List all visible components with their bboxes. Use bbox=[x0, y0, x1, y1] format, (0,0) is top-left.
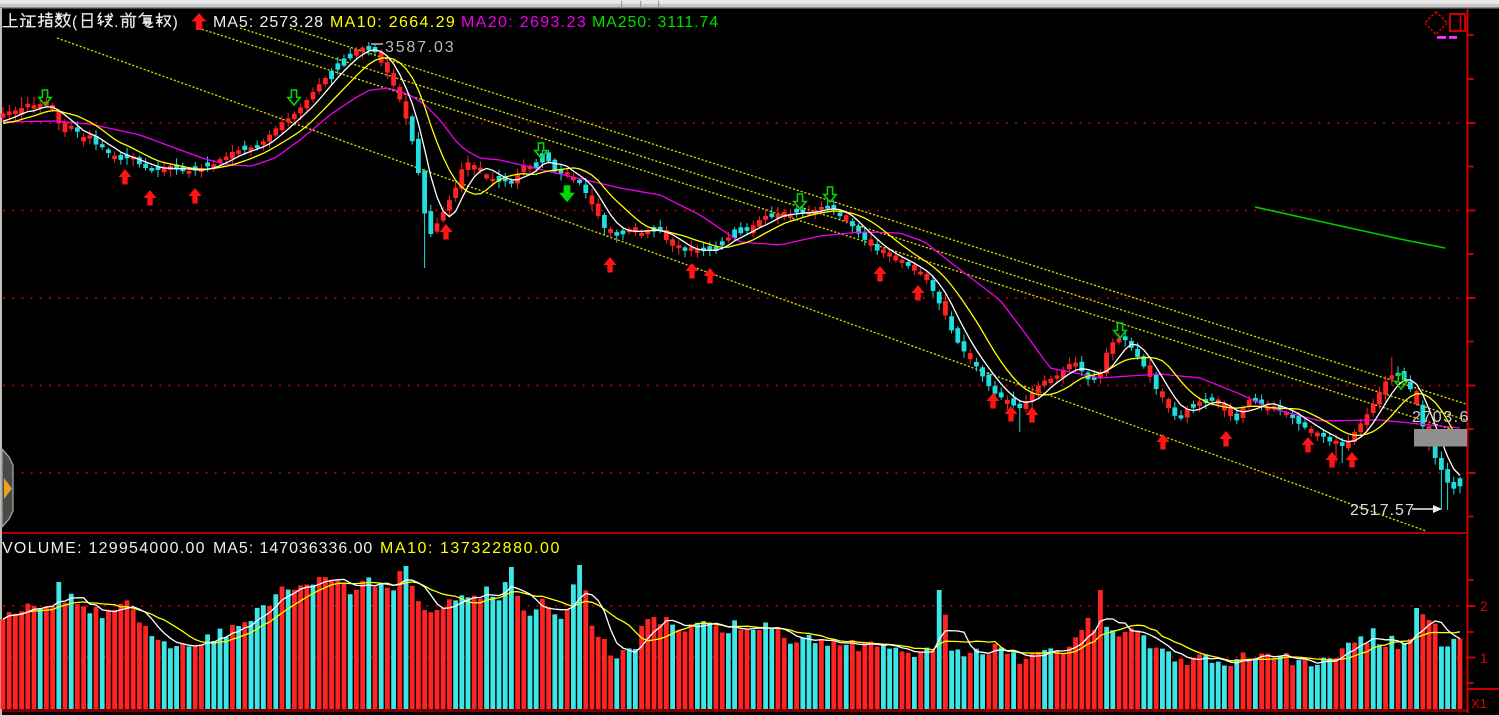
svg-text:MA250: 3111.74: MA250: 3111.74 bbox=[592, 14, 719, 31]
svg-text:MA10: 137322880.00: MA10: 137322880.00 bbox=[380, 540, 561, 557]
svg-text:): ) bbox=[173, 14, 178, 31]
svg-text:X1: X1 bbox=[1471, 696, 1487, 711]
svg-text:MA20: 2693.23: MA20: 2693.23 bbox=[461, 14, 587, 31]
svg-text:2517.57: 2517.57 bbox=[1350, 502, 1415, 519]
svg-text:VOLUME: 129954000.00: VOLUME: 129954000.00 bbox=[2, 540, 206, 557]
svg-text:1: 1 bbox=[1480, 650, 1488, 666]
svg-text:3587.03: 3587.03 bbox=[385, 39, 455, 56]
svg-text:MA5: 147036336.00: MA5: 147036336.00 bbox=[213, 540, 373, 557]
svg-text:(: ( bbox=[72, 14, 78, 31]
svg-text:.: . bbox=[114, 14, 118, 31]
svg-text:2: 2 bbox=[1480, 598, 1488, 614]
svg-text:MA5: 2573.28: MA5: 2573.28 bbox=[213, 14, 324, 31]
svg-text:MA10: 2664.29: MA10: 2664.29 bbox=[330, 14, 456, 31]
svg-text:2703.6: 2703.6 bbox=[1412, 409, 1470, 426]
